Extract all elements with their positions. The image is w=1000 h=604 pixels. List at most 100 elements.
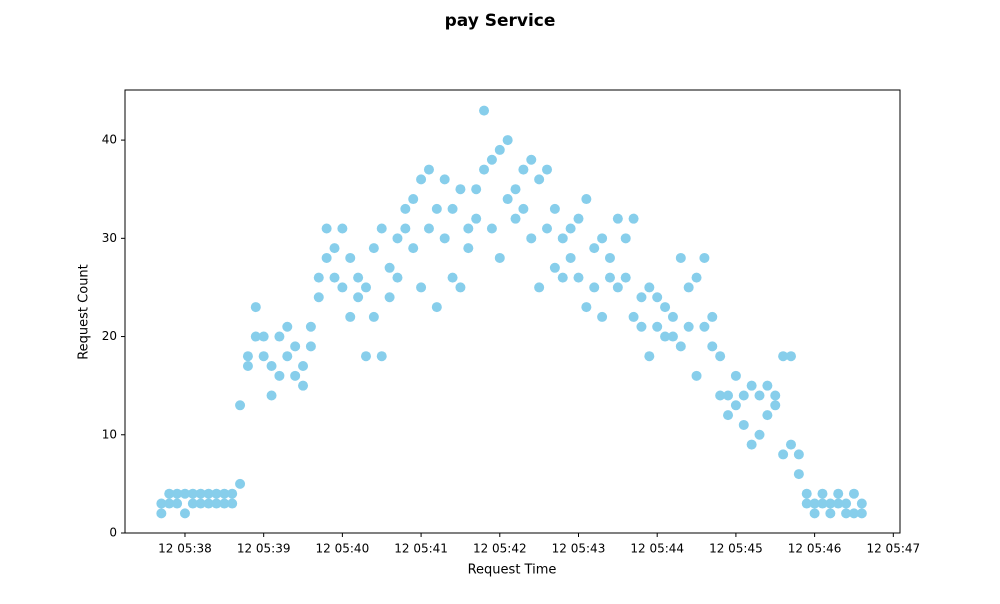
point <box>400 223 411 234</box>
point <box>652 321 663 332</box>
x-axis-label: Request Time <box>468 563 557 578</box>
point <box>266 361 277 372</box>
point <box>660 331 671 342</box>
y-tick-label: 40 <box>102 133 117 147</box>
point <box>667 311 678 322</box>
point <box>801 488 812 499</box>
point <box>250 331 261 342</box>
point <box>715 390 726 401</box>
point <box>683 321 694 332</box>
point <box>841 498 852 509</box>
x-tick-label: 12 05:46 <box>788 542 842 556</box>
point <box>313 292 324 303</box>
point <box>510 184 521 195</box>
point <box>856 508 867 519</box>
point <box>416 174 427 185</box>
point <box>785 351 796 362</box>
point <box>282 321 293 332</box>
point <box>423 223 434 234</box>
point <box>376 351 387 362</box>
point <box>699 321 710 332</box>
point <box>549 262 560 273</box>
point <box>227 488 238 499</box>
point <box>471 213 482 224</box>
point <box>376 223 387 234</box>
point <box>770 400 781 411</box>
point <box>754 429 765 440</box>
point <box>738 419 749 430</box>
point <box>423 164 434 175</box>
point <box>203 488 214 499</box>
point <box>628 213 639 224</box>
point <box>266 390 277 401</box>
point <box>597 233 608 244</box>
point <box>636 292 647 303</box>
point <box>683 282 694 293</box>
point <box>746 380 757 391</box>
point <box>408 243 419 254</box>
point <box>250 302 261 313</box>
point <box>463 243 474 254</box>
x-tick-label: 12 05:40 <box>316 542 370 556</box>
point <box>762 380 773 391</box>
point <box>329 243 340 254</box>
point <box>353 292 364 303</box>
point <box>195 488 206 499</box>
point <box>172 498 183 509</box>
point <box>817 488 828 499</box>
point <box>353 272 364 283</box>
point <box>164 498 175 509</box>
point <box>360 351 371 362</box>
point <box>715 351 726 362</box>
point <box>494 144 505 155</box>
point <box>848 508 859 519</box>
x-tick-label: 12 05:38 <box>158 542 212 556</box>
point <box>242 351 253 362</box>
point <box>825 498 836 509</box>
point <box>644 282 655 293</box>
point <box>565 223 576 234</box>
point <box>502 194 513 205</box>
point <box>510 213 521 224</box>
point <box>691 370 702 381</box>
point <box>164 488 175 499</box>
point <box>408 194 419 205</box>
point <box>604 272 615 283</box>
point <box>841 508 852 519</box>
point <box>675 252 686 263</box>
point <box>534 174 545 185</box>
point <box>785 439 796 450</box>
point <box>502 135 513 146</box>
point <box>652 292 663 303</box>
point <box>526 233 537 244</box>
point <box>282 351 293 362</box>
point <box>597 311 608 322</box>
point <box>479 164 490 175</box>
point <box>368 243 379 254</box>
point <box>203 498 214 509</box>
point <box>431 302 442 313</box>
point <box>172 488 183 499</box>
point <box>494 252 505 263</box>
point <box>486 154 497 165</box>
point <box>447 272 458 283</box>
point <box>242 361 253 372</box>
point <box>455 282 466 293</box>
point <box>581 194 592 205</box>
point <box>793 469 804 480</box>
point <box>479 105 490 116</box>
point <box>699 252 710 263</box>
point <box>667 331 678 342</box>
point <box>754 390 765 401</box>
point <box>620 272 631 283</box>
point <box>455 184 466 195</box>
y-axis-label: Request Count <box>77 264 92 360</box>
point <box>345 311 356 322</box>
point <box>187 488 198 499</box>
point <box>439 174 450 185</box>
point <box>738 390 749 401</box>
point <box>730 370 741 381</box>
point <box>833 498 844 509</box>
point <box>305 321 316 332</box>
point <box>187 498 198 509</box>
